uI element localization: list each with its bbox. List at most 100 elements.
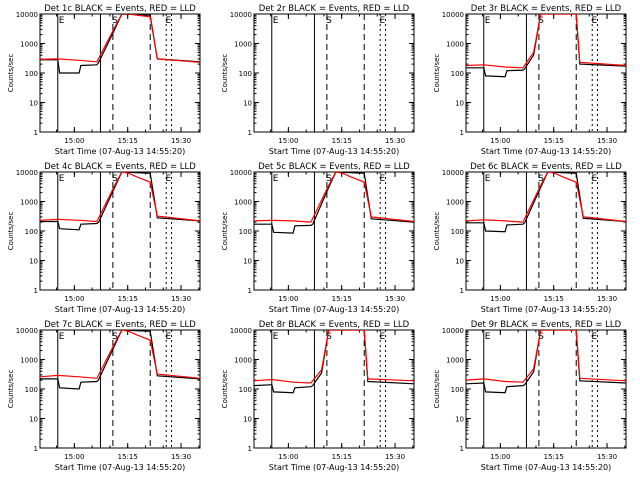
x-tick-label: 15:15 bbox=[544, 453, 564, 461]
panel-title: Det 7c BLACK = Events, RED = LLD bbox=[44, 320, 196, 330]
x-tick-label: 15:00 bbox=[64, 295, 84, 303]
x-tick-label: 15:30 bbox=[171, 453, 191, 461]
lld-series-line bbox=[40, 14, 200, 63]
plot-frame bbox=[253, 13, 415, 133]
flag-label: E bbox=[485, 332, 491, 342]
flag-label: S bbox=[112, 16, 118, 26]
panel-title: Det 4c BLACK = Events, RED = LLD bbox=[44, 162, 196, 172]
y-tick-label: 1000 bbox=[234, 357, 252, 365]
panel-title: Det 9r BLACK = Events, RED = LLD bbox=[471, 320, 622, 330]
y-tick-label: 1 bbox=[248, 445, 252, 453]
flag-label: E bbox=[59, 174, 65, 184]
plot-frame bbox=[253, 329, 415, 449]
y-axis-label: Counts/sec bbox=[7, 54, 15, 93]
y-tick-label: 100 bbox=[25, 386, 38, 394]
y-tick-label: 10 bbox=[455, 416, 464, 424]
flag-label: E bbox=[273, 174, 279, 184]
y-tick-label: 1 bbox=[460, 287, 464, 295]
x-axis-label: Start Time (07-Aug-13 14:55:20) bbox=[269, 147, 400, 156]
y-tick-label: 100 bbox=[239, 386, 252, 394]
flag-label: E bbox=[165, 332, 171, 342]
x-tick-label: 15:30 bbox=[385, 295, 405, 303]
lld-series-line bbox=[466, 14, 626, 69]
x-tick-label: 15:15 bbox=[118, 453, 138, 461]
panel-title: Det 6c BLACK = Events, RED = LLD bbox=[470, 162, 622, 172]
flag-label: E bbox=[591, 174, 597, 184]
y-tick-label: 10 bbox=[29, 100, 38, 108]
panel-title: Det 1c BLACK = Events, RED = LLD bbox=[44, 4, 196, 14]
x-tick-label: 15:15 bbox=[332, 137, 352, 145]
y-axis-label: Counts/sec bbox=[433, 212, 441, 251]
lld-series-line bbox=[466, 172, 626, 223]
x-tick-label: 15:15 bbox=[544, 137, 564, 145]
plot-frame bbox=[465, 329, 627, 449]
flag-label: S bbox=[112, 332, 118, 342]
y-tick-label: 10000 bbox=[442, 169, 464, 177]
flag-label: E bbox=[379, 332, 385, 342]
y-tick-label: 1 bbox=[460, 445, 464, 453]
x-tick-label: 15:00 bbox=[490, 453, 510, 461]
y-tick-label: 100 bbox=[25, 228, 38, 236]
x-axis-label: Start Time (07-Aug-13 14:55:20) bbox=[55, 147, 186, 156]
x-tick-label: 15:15 bbox=[332, 453, 352, 461]
y-tick-label: 10000 bbox=[230, 327, 252, 335]
y-axis-label: Counts/sec bbox=[433, 370, 441, 409]
lld-series-line bbox=[254, 330, 414, 384]
plot-frame bbox=[39, 329, 201, 449]
flag-label: S bbox=[326, 16, 332, 26]
x-axis-label: Start Time (07-Aug-13 14:55:20) bbox=[269, 305, 400, 314]
x-tick-label: 15:15 bbox=[332, 295, 352, 303]
flag-label: E bbox=[273, 16, 279, 26]
y-tick-label: 1 bbox=[34, 287, 38, 295]
plot-frame bbox=[253, 171, 415, 291]
y-tick-label: 10 bbox=[29, 258, 38, 266]
y-tick-label: 100 bbox=[451, 228, 464, 236]
x-tick-label: 15:30 bbox=[385, 453, 405, 461]
panel-4: Det 4c BLACK = Events, RED = LLD Counts/s… bbox=[7, 162, 201, 314]
y-tick-label: 1 bbox=[34, 445, 38, 453]
flag-label: E bbox=[59, 332, 65, 342]
y-tick-label: 10000 bbox=[442, 11, 464, 19]
y-tick-label: 1000 bbox=[446, 357, 464, 365]
flag-label: E bbox=[591, 16, 597, 26]
y-tick-label: 1000 bbox=[20, 357, 38, 365]
y-tick-label: 10 bbox=[29, 416, 38, 424]
panel-1: Det 1c BLACK = Events, RED = LLD Counts/s… bbox=[7, 4, 201, 156]
x-tick-label: 15:00 bbox=[490, 295, 510, 303]
x-axis-label: Start Time (07-Aug-13 14:55:20) bbox=[481, 305, 612, 314]
panel-8: Det 8r BLACK = Events, RED = LLD Counts/s… bbox=[221, 320, 415, 472]
flag-label: S bbox=[538, 332, 544, 342]
y-axis-label: Counts/sec bbox=[221, 54, 229, 93]
plot-frame bbox=[465, 13, 627, 133]
x-tick-label: 15:15 bbox=[118, 137, 138, 145]
flag-label: E bbox=[273, 332, 279, 342]
flag-label: E bbox=[485, 174, 491, 184]
x-axis-label: Start Time (07-Aug-13 14:55:20) bbox=[55, 305, 186, 314]
y-tick-label: 10000 bbox=[230, 11, 252, 19]
x-axis-label: Start Time (07-Aug-13 14:55:20) bbox=[55, 463, 186, 472]
y-tick-label: 100 bbox=[25, 70, 38, 78]
x-tick-label: 15:30 bbox=[385, 137, 405, 145]
events-series-line bbox=[254, 172, 414, 234]
x-tick-label: 15:00 bbox=[64, 453, 84, 461]
y-tick-label: 1 bbox=[248, 287, 252, 295]
y-axis-label: Counts/sec bbox=[7, 370, 15, 409]
y-tick-label: 1000 bbox=[234, 199, 252, 207]
flag-label: E bbox=[165, 16, 171, 26]
panel-title: Det 8r BLACK = Events, RED = LLD bbox=[259, 320, 410, 330]
events-series-line bbox=[466, 172, 626, 233]
y-tick-label: 10000 bbox=[16, 11, 38, 19]
panel-6: Det 6c BLACK = Events, RED = LLD Counts/s… bbox=[433, 162, 627, 314]
panel-title: Det 2r BLACK = Events, RED = LLD bbox=[259, 4, 410, 14]
y-axis-label: Counts/sec bbox=[7, 212, 15, 251]
x-tick-label: 15:00 bbox=[278, 295, 298, 303]
y-tick-label: 1000 bbox=[20, 199, 38, 207]
x-tick-label: 15:30 bbox=[171, 295, 191, 303]
y-tick-label: 10 bbox=[455, 100, 464, 108]
flag-label: S bbox=[326, 332, 332, 342]
y-tick-label: 10000 bbox=[16, 327, 38, 335]
y-tick-label: 1 bbox=[34, 129, 38, 137]
plot-frame bbox=[39, 171, 201, 291]
y-tick-label: 10 bbox=[455, 258, 464, 266]
